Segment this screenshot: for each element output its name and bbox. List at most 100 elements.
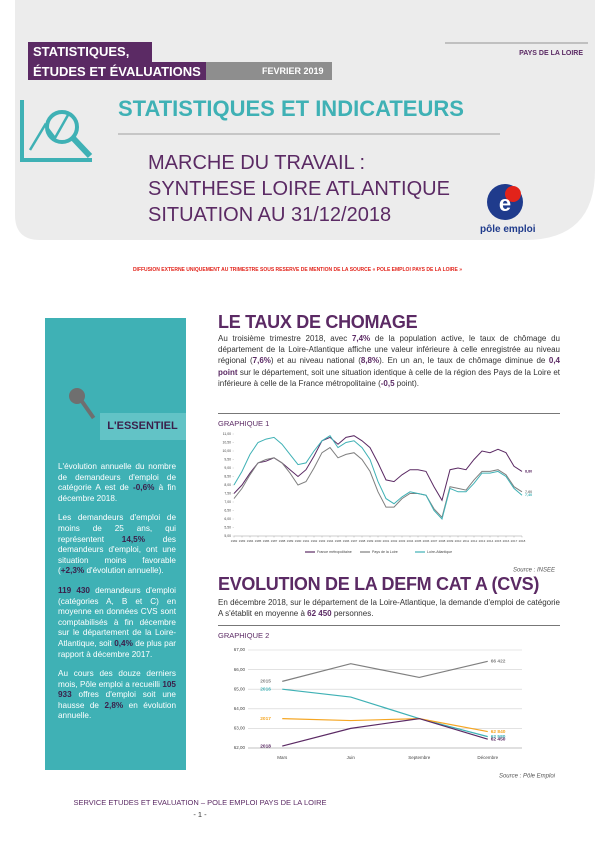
chart: 5,00 5,50 6,00 6,50 7,00 7,50 8,00 8,50 9,00 9,50… bbox=[223, 432, 556, 574]
subtitle-line: SYNTHESE LOIRE ATLANTIQUE bbox=[148, 178, 450, 200]
footer-page: - 1 - bbox=[193, 810, 207, 819]
y-tick-label: 64,00 bbox=[234, 706, 246, 711]
bold-text: 119 430 bbox=[58, 585, 90, 595]
x-tick-label: 1998 bbox=[359, 539, 366, 543]
logo-text: pôle emploi bbox=[480, 224, 536, 235]
x-tick-label: 2004 bbox=[407, 539, 414, 543]
x-tick-label: 2005 bbox=[415, 539, 422, 543]
text-run: Les demandeurs d'emploi de moins de 25 a… bbox=[58, 513, 176, 544]
series-line bbox=[282, 660, 488, 682]
x-tick-label: 2012 bbox=[471, 539, 478, 543]
x-tick-label: 1987 bbox=[271, 539, 278, 543]
x-tick-label: Décembre bbox=[477, 755, 498, 760]
y-tick-label: 66,00 bbox=[234, 667, 246, 672]
x-tick-label: 2008 bbox=[439, 539, 446, 543]
y-tick-label: 9,00 bbox=[224, 466, 231, 470]
x-tick-label: 1994 bbox=[327, 539, 334, 543]
x-tick-label: Juin bbox=[347, 755, 356, 760]
bold-text: 8,8% bbox=[360, 356, 380, 366]
y-tick-label: 65,00 bbox=[234, 686, 246, 691]
value-label: 7,40 bbox=[525, 493, 532, 497]
subtitle-line: MARCHE DU TRAVAIL : bbox=[148, 152, 366, 174]
text-run: d'évolution annuelle). bbox=[84, 566, 164, 576]
x-tick-label: 2006 bbox=[423, 539, 430, 543]
x-tick-label: 2011 bbox=[463, 539, 470, 543]
text-run: de plus par rapport à décembre 2017. bbox=[58, 638, 176, 659]
y-tick-label: 63,00 bbox=[234, 726, 246, 731]
x-tick-label: 1985 bbox=[255, 539, 262, 543]
date: FEVRIER 2019 bbox=[262, 66, 324, 76]
legend-label: 2016 bbox=[260, 686, 271, 692]
bold-text: 7,6% bbox=[252, 356, 271, 366]
x-tick-label: 2018 bbox=[519, 539, 526, 543]
y-tick-label: 8,00 bbox=[224, 483, 231, 487]
sidebar-title: L'ESSENTIEL bbox=[107, 420, 178, 432]
tag-line: STATISTIQUES, bbox=[33, 44, 130, 59]
rule bbox=[218, 625, 560, 626]
legend-label: France métropolitaine bbox=[317, 550, 352, 554]
source: Source : INSEE bbox=[513, 568, 556, 574]
x-tick-label: 1996 bbox=[343, 539, 350, 543]
y-tick-label: 6,00 bbox=[224, 517, 231, 521]
bold-text: -0,6% bbox=[133, 483, 155, 493]
value-label: 62 840 bbox=[491, 729, 506, 735]
subtitle-line: SITUATION AU 31/12/2018 bbox=[148, 204, 392, 226]
x-tick-label: 2010 bbox=[455, 539, 462, 543]
bold-text: 0,4 point bbox=[218, 356, 560, 377]
sidebar-bg bbox=[45, 318, 186, 770]
text-run: En décembre 2018, sur le département de … bbox=[218, 598, 560, 619]
value-label: 7,60 bbox=[525, 490, 532, 494]
x-tick-label: 2007 bbox=[431, 539, 438, 543]
text-run: en évolution annuelle. bbox=[58, 700, 177, 721]
x-tick-label: 1992 bbox=[311, 539, 318, 543]
value-label: 62 450 bbox=[491, 736, 506, 742]
x-tick-label: 2017 bbox=[511, 539, 518, 543]
section-text: Au troisième trimestre 2018, avec 7,4% d… bbox=[218, 333, 560, 389]
x-tick-label: 2001 bbox=[383, 539, 390, 543]
bold-text: 105 933 bbox=[58, 679, 176, 700]
legend-label: 2017 bbox=[260, 716, 271, 722]
section-text: En décembre 2018, sur le département de … bbox=[218, 597, 560, 619]
y-tick-label: 8,50 bbox=[224, 474, 231, 478]
text-run: point). bbox=[394, 378, 420, 388]
x-tick-label: 1988 bbox=[279, 539, 286, 543]
x-tick-label: 1989 bbox=[287, 539, 294, 543]
section-title: EVOLUTION DE LA DEFM CAT A (CVS) bbox=[218, 574, 540, 594]
x-tick-label: 2014 bbox=[487, 539, 494, 543]
text-run: sur le département, soit une situation i… bbox=[218, 367, 560, 388]
region: PAYS DE LA LOIRE bbox=[519, 50, 583, 57]
svg-text:e: e bbox=[499, 191, 511, 216]
sidebar-paragraph: Au cours des douze derniers mois, Pôle e… bbox=[58, 669, 176, 722]
series-line bbox=[282, 688, 488, 738]
x-tick-label: 2009 bbox=[447, 539, 454, 543]
x-tick-label: 1991 bbox=[303, 539, 310, 543]
x-tick-label: Septembre bbox=[408, 755, 431, 760]
bold-text: 7,4% bbox=[351, 334, 371, 343]
main-title: STATISTIQUES ET INDICATEURS bbox=[118, 96, 464, 121]
series-line bbox=[233, 435, 523, 521]
y-tick-label: 5,00 bbox=[224, 534, 231, 538]
x-tick-label: 2000 bbox=[375, 539, 382, 543]
text-run: Au cours des douze derniers mois, Pôle e… bbox=[58, 669, 176, 689]
x-tick-label: 2013 bbox=[479, 539, 486, 543]
x-tick-label: 1982 bbox=[231, 539, 238, 543]
y-tick-label: 9,50 bbox=[224, 457, 231, 461]
x-tick-label: 1993 bbox=[319, 539, 326, 543]
chart: 62,00 63,00 64,00 65,00 66,00 67,00 Mars Juin Se… bbox=[234, 647, 556, 779]
chart-title: GRAPHIQUE 2 bbox=[218, 631, 270, 640]
x-tick-label: Mars bbox=[277, 755, 288, 760]
y-tick-label: 10,50 bbox=[223, 440, 232, 444]
y-tick-label: 5,50 bbox=[224, 525, 231, 529]
x-tick-label: 2016 bbox=[503, 539, 510, 543]
sidebar-text: L'évolution annuelle du nombre de demand… bbox=[58, 462, 176, 731]
y-tick-label: 7,50 bbox=[224, 491, 231, 495]
x-tick-label: 2002 bbox=[391, 539, 398, 543]
text-run: Au troisième trimestre 2018, avec bbox=[218, 334, 352, 343]
bold-text: 0,4% bbox=[114, 638, 133, 648]
legend-label: 2018 bbox=[260, 743, 271, 749]
rule bbox=[218, 413, 560, 414]
text-run: ) et au niveau national ( bbox=[270, 356, 361, 366]
y-tick-label: 7,00 bbox=[224, 500, 231, 504]
chart-title: GRAPHIQUE 1 bbox=[218, 419, 270, 428]
